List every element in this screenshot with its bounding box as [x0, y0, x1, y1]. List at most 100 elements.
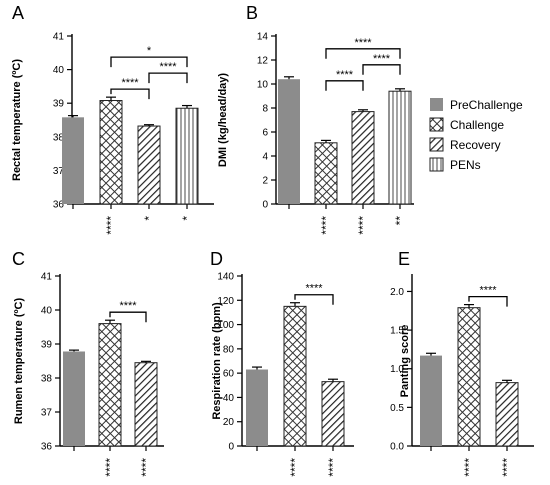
panel-letter-d: D: [210, 249, 223, 269]
significance-label: **: [393, 216, 407, 226]
significance-label: *: [142, 216, 156, 221]
significance-label: ****: [319, 216, 333, 235]
panel-e: E Panting score 0.0 0.5 1.0 1.5 2.0 **** **** **…: [390, 249, 534, 477]
panel-c: C Rumen temperature (ºC) 36 37 38 39 40 41 ****…: [12, 249, 164, 477]
bar-challenge: [98, 323, 122, 447]
y-tick-label: 4: [262, 152, 268, 163]
legend: PreChallenge Challenge Recovery PENs: [429, 98, 523, 172]
y-tick-label: 1.0: [390, 364, 404, 375]
bar-prechallenge: [63, 351, 85, 446]
significance-bracket: [468, 295, 508, 307]
significance-bracket: [110, 88, 150, 100]
significance-label: ****: [103, 458, 117, 477]
bar-challenge: [283, 305, 307, 447]
bar-recovery: [351, 111, 375, 205]
legend-swatch-recovery: [429, 137, 444, 152]
significance-bracket: [362, 64, 401, 75]
y-axis-label: Rumen temperature (ºC): [13, 298, 25, 425]
y-tick-label: 2.0: [390, 287, 404, 298]
legend-label: PENs: [450, 158, 481, 172]
y-tick-label: 37: [53, 166, 65, 177]
significance-label: ****: [356, 216, 370, 235]
y-tick-label: 140: [217, 272, 234, 283]
panel-letter-c: C: [12, 249, 25, 269]
y-tick-label: 38: [41, 374, 53, 385]
panel-letter-b: B: [246, 3, 258, 23]
significance-bracket: [110, 56, 188, 68]
bar-challenge: [314, 142, 338, 205]
y-tick-label: 120: [217, 296, 234, 307]
panel-letter-a: A: [12, 3, 24, 23]
panel-d: D Respiration rate (bpm) 0 20 40 60 80 100 120 1…: [210, 249, 354, 477]
y-tick-label: 39: [53, 99, 65, 110]
significance-label: ****: [139, 458, 153, 477]
significance-bracket: [109, 311, 147, 323]
bar-recovery: [134, 362, 158, 447]
bar-pens: [175, 107, 199, 205]
y-axis-label: DMI (kg/head/day): [217, 73, 229, 167]
y-tick-label: 38: [53, 132, 65, 143]
y-tick-label: 0.0: [390, 442, 404, 453]
significance-label: ****: [104, 216, 118, 235]
significance-label: *: [180, 216, 194, 221]
bar-challenge: [457, 307, 481, 447]
y-tick-label: 60: [223, 369, 235, 380]
significance-bracket: [148, 72, 188, 84]
y-tick-label: 36: [41, 442, 53, 453]
y-tick-label: 40: [41, 306, 53, 317]
significance-label: ****: [462, 458, 476, 477]
significance-bracket-label: ****: [479, 285, 497, 297]
legend-label: PreChallenge: [450, 98, 523, 112]
significance-bracket-label: ****: [159, 61, 177, 73]
bar-prechallenge: [246, 369, 268, 446]
significance-bracket-label: ****: [305, 283, 323, 295]
significance-bracket-label: ****: [119, 300, 137, 312]
bar-prechallenge: [420, 355, 442, 446]
y-tick-label: 14: [257, 32, 269, 43]
chart-panel-c-plot: Rumen temperature (ºC) 36 37 38 39 40 41 **** **…: [13, 272, 164, 477]
y-tick-label: 36: [53, 200, 65, 211]
significance-bracket: [325, 80, 364, 91]
y-tick-label: 10: [257, 80, 269, 91]
significance-bracket: [325, 48, 401, 59]
y-tick-label: 0: [262, 200, 268, 211]
significance-label: ****: [500, 458, 514, 477]
y-tick-label: 41: [53, 32, 65, 43]
legend-label: Recovery: [450, 138, 501, 152]
bar-prechallenge: [62, 117, 84, 204]
y-tick-label: 0.5: [390, 403, 404, 414]
legend-swatch-prechallenge: [430, 98, 443, 111]
y-tick-label: 41: [41, 272, 53, 283]
chart-panel-e-plot: Panting score 0.0 0.5 1.0 1.5 2.0 **** **** ****: [390, 274, 534, 477]
y-tick-label: 20: [223, 417, 235, 428]
y-tick-label: 39: [41, 340, 53, 351]
significance-bracket-label: ****: [121, 77, 139, 89]
y-tick-label: 40: [223, 393, 235, 404]
y-tick-label: 37: [41, 408, 53, 419]
y-tick-label: 0: [228, 442, 234, 453]
significance-bracket-label: ****: [354, 37, 372, 49]
significance-bracket-label: *: [147, 45, 152, 57]
panel-letter-e: E: [398, 249, 410, 269]
bar-recovery: [495, 382, 519, 447]
bar-recovery: [321, 381, 345, 447]
panel-a: A Rectal temperature (ºC)363738394041***…: [11, 3, 214, 235]
legend-label: Challenge: [450, 118, 504, 132]
significance-bracket: [294, 294, 334, 305]
significance-bracket-label: ****: [373, 53, 391, 65]
chart-panel-d-plot: Respiration rate (bpm) 0 20 40 60 80 100 120 140…: [211, 272, 354, 477]
y-tick-label: 12: [257, 56, 269, 67]
legend-swatch-pens: [429, 157, 444, 172]
bar-pens: [388, 90, 412, 205]
significance-label: ****: [326, 458, 340, 477]
y-tick-label: 2: [262, 176, 268, 187]
y-tick-label: 100: [217, 320, 234, 331]
y-tick-label: 40: [53, 65, 65, 76]
significance-bracket-label: ****: [336, 69, 354, 81]
bar-prechallenge: [278, 79, 300, 204]
y-tick-label: 6: [262, 128, 268, 139]
